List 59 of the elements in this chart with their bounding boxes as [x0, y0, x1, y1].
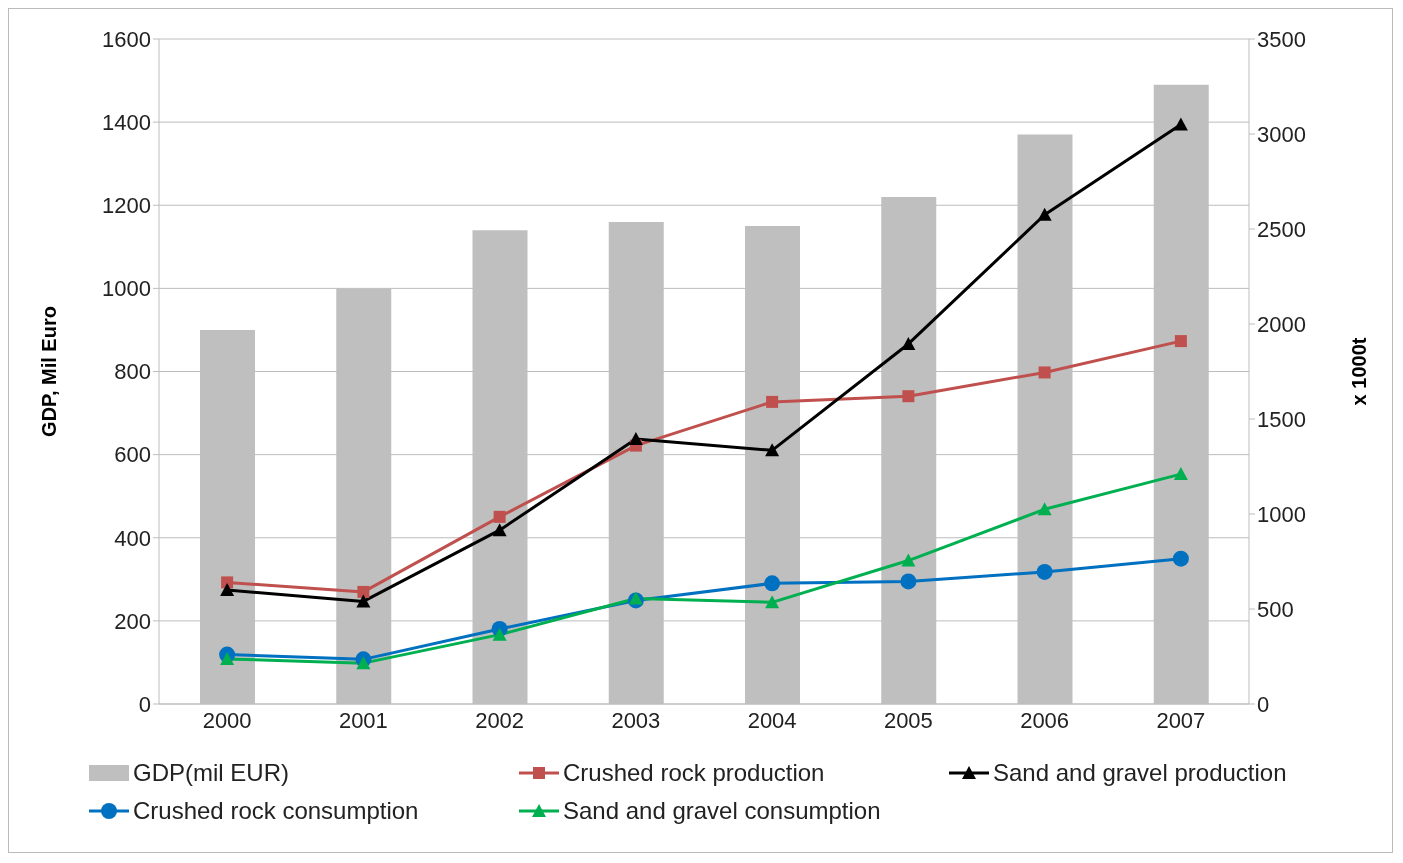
y-tick-label: 1200	[102, 193, 151, 219]
point	[1174, 335, 1187, 348]
y-tick-label: 600	[114, 442, 151, 468]
point	[356, 594, 371, 608]
point	[764, 575, 781, 592]
point	[628, 431, 643, 445]
legend-label: Crushed rock production	[563, 759, 825, 787]
y2-tick-label: 1500	[1257, 406, 1306, 432]
point	[492, 627, 507, 641]
point	[628, 591, 643, 605]
y2-tick-label: 0	[1257, 691, 1270, 717]
y-axis-title: GDP, Mil Euro	[38, 306, 61, 437]
x-tick-label: 2004	[747, 707, 797, 733]
x-tick-label: 2003	[611, 707, 661, 733]
legend-label: Sand and gravel consumption	[563, 797, 881, 825]
point	[1036, 563, 1053, 580]
x-tick-label: 2006	[1020, 707, 1070, 733]
point	[220, 583, 235, 596]
point	[221, 576, 234, 589]
point	[1037, 502, 1052, 516]
point	[356, 656, 371, 670]
point	[1037, 207, 1052, 221]
y2-tick-label: 1000	[1257, 501, 1306, 527]
y2-axis-title: x 1000t	[1348, 337, 1371, 406]
y-tick-label: 200	[114, 608, 151, 634]
point	[1038, 366, 1051, 379]
legend-label: Sand and gravel production	[993, 759, 1287, 787]
point	[1173, 467, 1188, 481]
y-tick-label: 0	[138, 691, 151, 717]
point	[765, 595, 780, 609]
x-tick-label: 2007	[1156, 707, 1206, 733]
x-tick-label: 2000	[202, 707, 252, 733]
y-tick-label: 1600	[102, 26, 151, 52]
legend-label: GDP(mil EUR)	[133, 759, 289, 787]
point	[901, 553, 916, 567]
point	[493, 510, 506, 523]
y-tick-label: 800	[114, 359, 151, 385]
y2-tick-label: 3000	[1257, 121, 1306, 147]
point	[357, 585, 370, 598]
point	[492, 523, 507, 537]
legend-label: Crushed rock consumption	[133, 797, 419, 825]
point	[220, 651, 235, 665]
point	[901, 336, 916, 350]
y2-tick-label: 2000	[1257, 311, 1306, 337]
y-tick-label: 1400	[102, 109, 151, 135]
point	[1172, 550, 1189, 567]
point	[766, 395, 779, 408]
y2-tick-label: 3500	[1257, 26, 1306, 52]
x-tick-label: 2001	[338, 707, 388, 733]
x-tick-label: 2002	[475, 707, 525, 733]
point	[765, 443, 780, 457]
y2-tick-label: 2500	[1257, 216, 1306, 242]
point	[902, 390, 915, 403]
y2-tick-label: 500	[1257, 596, 1294, 622]
y-tick-label: 400	[114, 525, 151, 551]
point	[1173, 117, 1188, 131]
x-tick-label: 2005	[883, 707, 933, 733]
point	[900, 573, 917, 590]
y-tick-label: 1000	[102, 276, 151, 302]
